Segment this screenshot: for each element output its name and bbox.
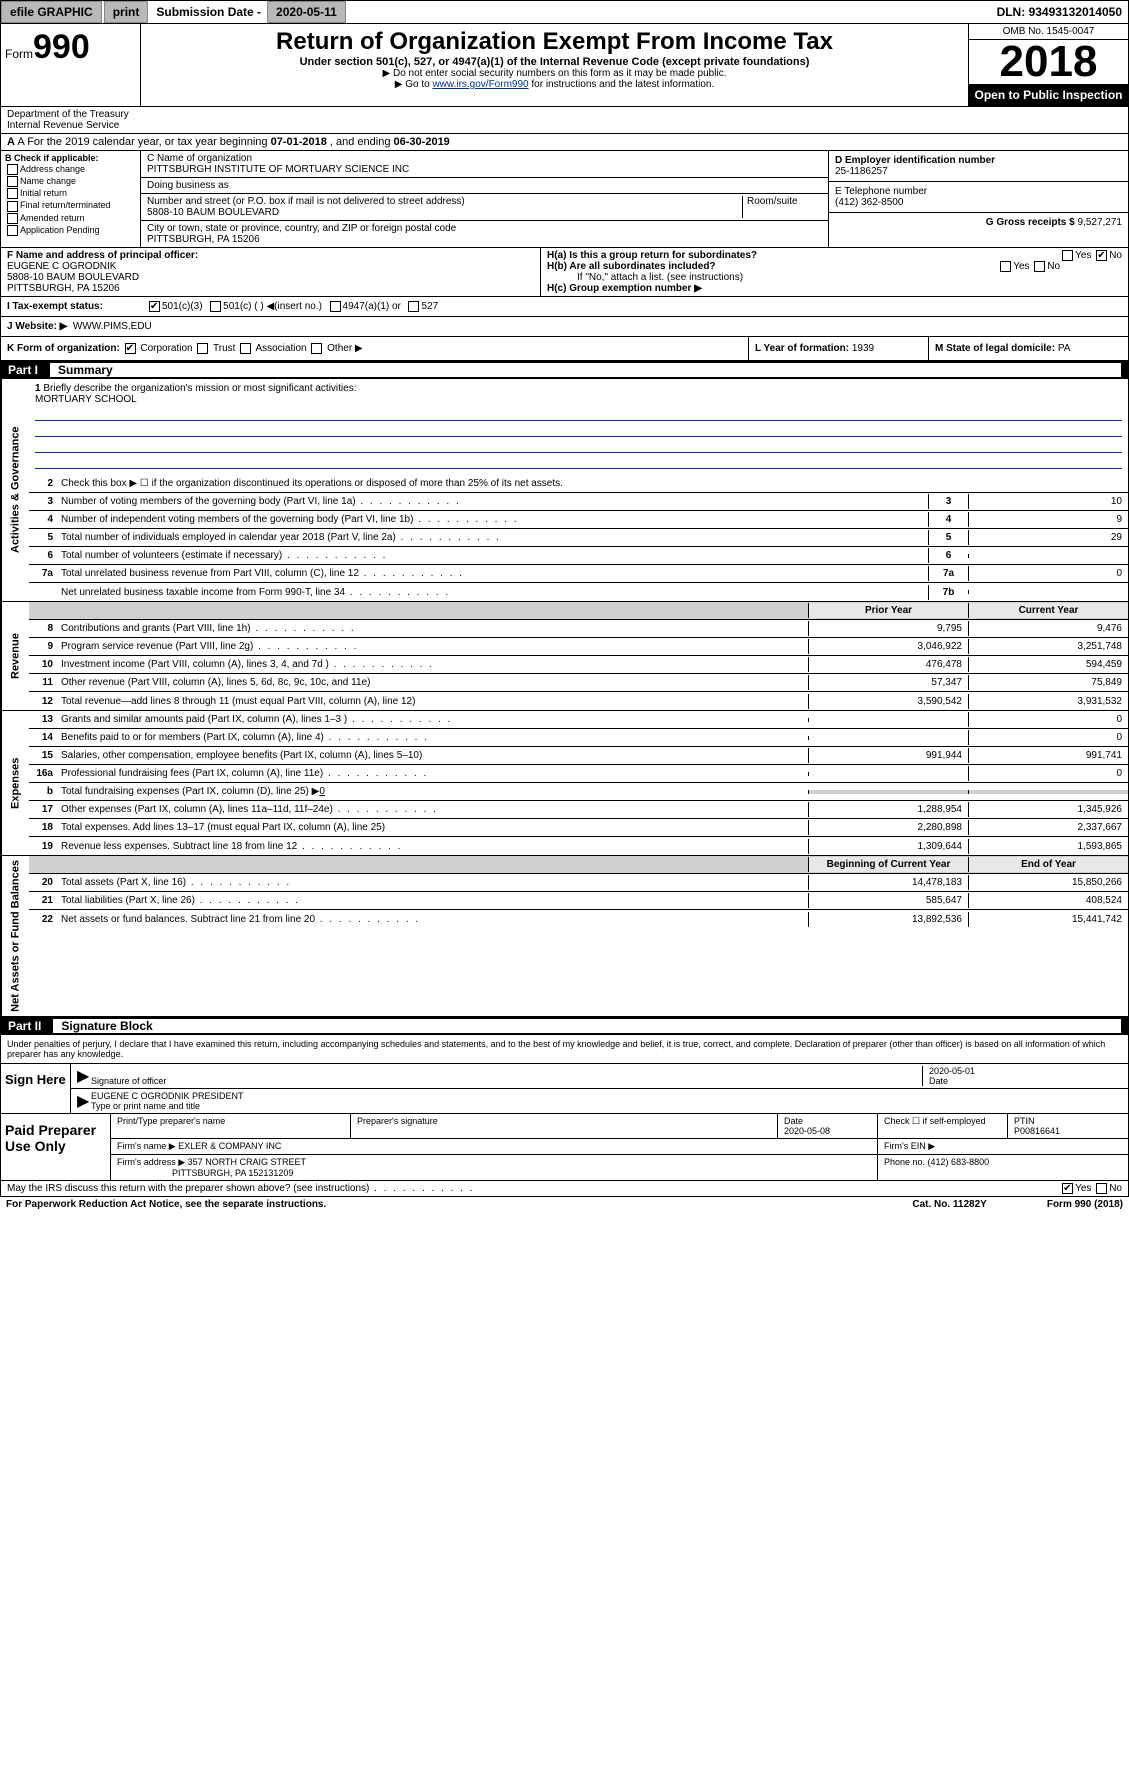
ein-value: 25-1186257	[835, 166, 888, 177]
c-label: C Name of organization	[147, 153, 822, 164]
phone-value: (412) 362-8500	[835, 197, 1122, 208]
form990-link[interactable]: www.irs.gov/Form990	[432, 79, 528, 90]
print-button[interactable]: print	[104, 1, 149, 23]
subdate-value: 2020-05-11	[267, 1, 346, 23]
d-label: D Employer identification number	[835, 155, 995, 166]
section-governance: Activities & Governance 1 Briefly descri…	[0, 379, 1129, 602]
paid-preparer-label: Paid Preparer Use Only	[1, 1114, 111, 1180]
org-name: PITTSBURGH INSTITUTE OF MORTUARY SCIENCE…	[147, 164, 822, 175]
col-c: C Name of organization PITTSBURGH INSTIT…	[141, 151, 828, 247]
efile-button[interactable]: efile GRAPHIC	[1, 1, 102, 23]
firm-name: EXLER & COMPANY INC	[178, 1141, 281, 1151]
col-d-e-g: D Employer identification number 25-1186…	[828, 151, 1128, 247]
prep-date: 2020-05-08	[784, 1126, 830, 1136]
mission-text: MORTUARY SCHOOL	[35, 394, 137, 405]
open-public-badge: Open to Public Inspection	[969, 84, 1128, 106]
officer-city: PITTSBURGH, PA 15206	[7, 283, 120, 294]
cb-4947[interactable]	[330, 301, 341, 312]
val-4: 9	[968, 512, 1128, 527]
row-i: I Tax-exempt status: 501(c)(3) 501(c) ( …	[0, 297, 1129, 317]
dln: DLN: 93493132014050	[991, 5, 1128, 19]
row-k: K Form of organization: Corporation Trus…	[0, 337, 1129, 361]
part-2-header: Part IISignature Block	[0, 1017, 1129, 1035]
sign-here-label: Sign Here	[1, 1064, 71, 1113]
cb-other[interactable]	[311, 343, 322, 354]
sidelabel-net: Net Assets or Fund Balances	[1, 856, 29, 1016]
cb-assoc[interactable]	[240, 343, 251, 354]
cb-amended[interactable]: Amended return	[5, 213, 136, 224]
sidelabel-revenue: Revenue	[1, 602, 29, 710]
street-label: Number and street (or P.O. box if mail i…	[147, 196, 742, 207]
room-suite: Room/suite	[742, 196, 822, 218]
val-7a: 0	[968, 566, 1128, 581]
tax-year: 2018	[969, 40, 1128, 84]
form-note-2: ▶ Go to www.irs.gov/Form990 for instruct…	[149, 79, 960, 90]
gross-receipts: 9,527,271	[1078, 217, 1123, 228]
state-domicile: PA	[1058, 343, 1071, 354]
sidelabel-governance: Activities & Governance	[1, 379, 29, 601]
form-title: Return of Organization Exempt From Incom…	[149, 28, 960, 56]
cb-501c3[interactable]	[149, 301, 160, 312]
val-7b	[968, 590, 1128, 594]
block-b-c-d: B Check if applicable: Address change Na…	[0, 151, 1129, 248]
form-title-cell: Return of Organization Exempt From Incom…	[141, 24, 968, 106]
cb-discuss-yes[interactable]	[1062, 1183, 1073, 1194]
form-subtitle: Under section 501(c), 527, or 4947(a)(1)…	[149, 56, 960, 68]
city-value: PITTSBURGH, PA 15206	[147, 234, 456, 245]
val-5: 29	[968, 530, 1128, 545]
street-value: 5808-10 BAUM BOULEVARD	[147, 207, 742, 218]
firm-phone: (412) 683-8800	[928, 1157, 990, 1167]
cb-addr-change[interactable]: Address change	[5, 164, 136, 175]
cb-501c[interactable]	[210, 301, 221, 312]
cb-trust[interactable]	[197, 343, 208, 354]
footer: For Paperwork Reduction Act Notice, see …	[0, 1197, 1129, 1212]
col-b-checkboxes: B Check if applicable: Address change Na…	[1, 151, 141, 247]
form-header: Form990 Return of Organization Exempt Fr…	[0, 24, 1129, 107]
part-1-header: Part ISummary	[0, 361, 1129, 379]
col-h: H(a) Is this a group return for subordin…	[541, 248, 1128, 296]
paid-preparer-block: Paid Preparer Use Only Print/Type prepar…	[0, 1114, 1129, 1181]
sign-here-block: Sign Here ▶ Signature of officer 2020-05…	[0, 1064, 1129, 1114]
dba-label: Doing business as	[147, 180, 229, 191]
discuss-row: May the IRS discuss this return with the…	[0, 1181, 1129, 1197]
val-3: 10	[968, 494, 1128, 509]
firm-addr: 357 NORTH CRAIG STREET	[188, 1157, 306, 1167]
val-6	[968, 554, 1128, 558]
city-label: City or town, state or province, country…	[147, 223, 456, 234]
officer-print: EUGENE C OGRODNIK PRESIDENT	[91, 1091, 244, 1101]
cb-initial[interactable]: Initial return	[5, 188, 136, 199]
year-formation: 1939	[852, 343, 874, 354]
cb-corp[interactable]	[125, 343, 136, 354]
firm-city: PITTSBURGH, PA 152131209	[172, 1168, 293, 1178]
e-label: E Telephone number	[835, 186, 1122, 197]
section-revenue: Revenue Prior YearCurrent Year 8Contribu…	[0, 602, 1129, 711]
cb-final[interactable]: Final return/terminated	[5, 200, 136, 211]
cb-discuss-no[interactable]	[1096, 1183, 1107, 1194]
sidelabel-expenses: Expenses	[1, 711, 29, 855]
header-right: OMB No. 1545-0047 2018 Open to Public In…	[968, 24, 1128, 106]
subdate-label: Submission Date -	[150, 5, 267, 19]
col-f: F Name and address of principal officer:…	[1, 248, 541, 296]
cb-527[interactable]	[408, 301, 419, 312]
line-a-tax-year: A A For the 2019 calendar year, or tax y…	[0, 134, 1129, 151]
officer-name: EUGENE C OGRODNIK	[7, 261, 116, 272]
g-label: G Gross receipts $	[986, 217, 1078, 228]
dept-treasury: Department of the TreasuryInternal Reven…	[7, 109, 147, 131]
officer-street: 5808-10 BAUM BOULEVARD	[7, 272, 139, 283]
ptin: P00816641	[1014, 1126, 1060, 1136]
row-a: Department of the TreasuryInternal Reven…	[0, 107, 1129, 134]
top-bar: efile GRAPHIC print Submission Date - 20…	[0, 0, 1129, 24]
perjury-text: Under penalties of perjury, I declare th…	[0, 1035, 1129, 1064]
section-expenses: Expenses 13Grants and similar amounts pa…	[0, 711, 1129, 856]
form-number-cell: Form990	[1, 24, 141, 106]
section-net-assets: Net Assets or Fund Balances Beginning of…	[0, 856, 1129, 1017]
block-f-h: F Name and address of principal officer:…	[0, 248, 1129, 297]
cb-pending[interactable]: Application Pending	[5, 225, 136, 236]
sig-date: 2020-05-01	[929, 1066, 975, 1076]
website-value: WWW.PIMS.EDU	[73, 321, 152, 332]
row-j: J Website: ▶ WWW.PIMS.EDU	[0, 317, 1129, 337]
cb-name-change[interactable]: Name change	[5, 176, 136, 187]
form-note-1: ▶ Do not enter social security numbers o…	[149, 68, 960, 79]
